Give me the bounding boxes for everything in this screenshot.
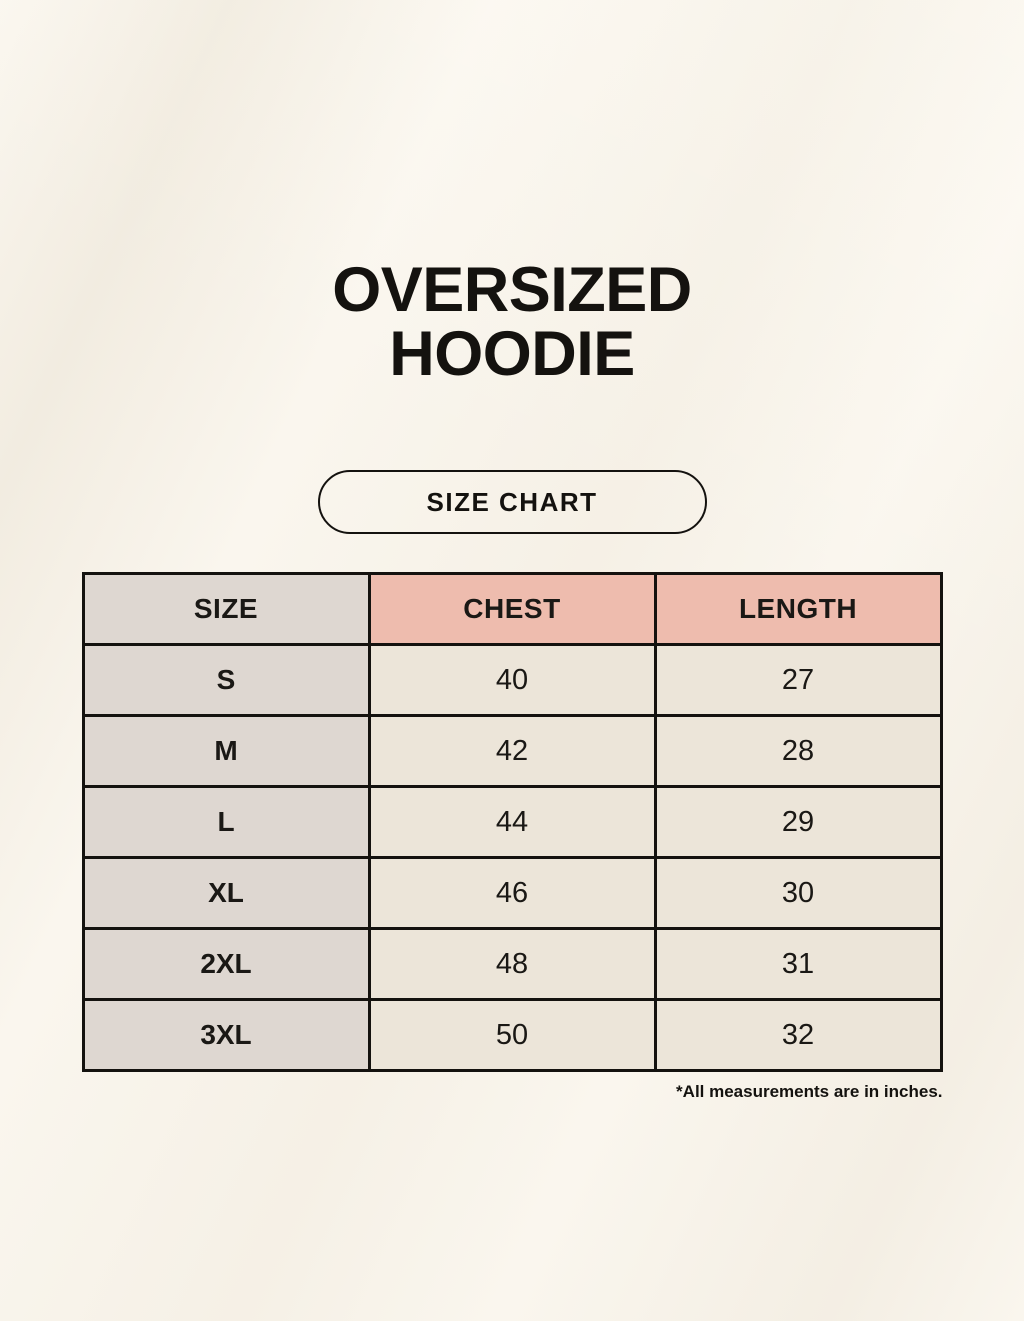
table-row: XL 46 30 <box>81 856 943 931</box>
page-title: OVERSIZED HOODIE <box>332 258 692 386</box>
chest-value: 44 <box>367 785 657 860</box>
size-table: SIZE CHEST LENGTH S 40 27 M 42 28 L 44 2… <box>81 572 943 1073</box>
table-row: L 44 29 <box>81 785 943 860</box>
table-row: M 42 28 <box>81 714 943 789</box>
length-value: 31 <box>653 927 943 1002</box>
header-chest: CHEST <box>367 572 657 647</box>
size-chart-badge-label: SIZE CHART <box>426 486 598 517</box>
size-label: M <box>81 714 371 789</box>
size-table-header-row: SIZE CHEST LENGTH <box>81 572 943 647</box>
chest-value: 50 <box>367 998 657 1073</box>
size-label: L <box>81 785 371 860</box>
size-chart-badge: SIZE CHART <box>317 470 707 535</box>
page-title-line2: HOODIE <box>389 319 635 389</box>
chest-value: 46 <box>367 856 657 931</box>
table-row: 3XL 50 32 <box>81 998 943 1073</box>
length-value: 27 <box>653 643 943 718</box>
chest-value: 40 <box>367 643 657 718</box>
header-size: SIZE <box>81 572 371 647</box>
length-value: 32 <box>653 998 943 1073</box>
measurements-footnote: *All measurements are in inches. <box>676 1082 943 1102</box>
size-label: 2XL <box>81 927 371 1002</box>
length-value: 30 <box>653 856 943 931</box>
header-length: LENGTH <box>653 572 943 647</box>
length-value: 29 <box>653 785 943 860</box>
table-row: S 40 27 <box>81 643 943 718</box>
size-label: S <box>81 643 371 718</box>
length-value: 28 <box>653 714 943 789</box>
table-row: 2XL 48 31 <box>81 927 943 1002</box>
page-title-line1: OVERSIZED <box>332 255 692 325</box>
chest-value: 48 <box>367 927 657 1002</box>
chest-value: 42 <box>367 714 657 789</box>
size-label: 3XL <box>81 998 371 1073</box>
size-label: XL <box>81 856 371 931</box>
